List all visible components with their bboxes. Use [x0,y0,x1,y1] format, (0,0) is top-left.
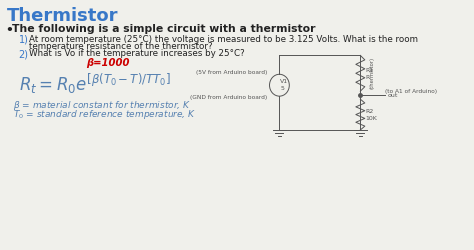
Text: 5: 5 [280,86,284,91]
Text: temperature resistance of the thermistor?: temperature resistance of the thermistor… [29,42,213,51]
Text: 10K: 10K [366,116,378,121]
Text: Thermistor: Thermistor [7,7,118,25]
Text: At room temperature (25°C) the voltage is measured to be 3.125 Volts. What is th: At room temperature (25°C) the voltage i… [29,34,419,43]
Text: R2: R2 [366,109,374,114]
Text: The following is a simple circuit with a thermistor: The following is a simple circuit with a… [12,24,316,34]
Text: 1): 1) [18,34,28,44]
Text: •: • [5,24,13,36]
Text: $R_t = R_0 e^{[\beta(T_0-T)/TT_0]}$: $R_t = R_0 e^{[\beta(T_0-T)/TT_0]}$ [18,72,171,96]
Text: (thermistor): (thermistor) [370,57,374,89]
Text: $\beta$ = material constant for thermistor, K: $\beta$ = material constant for thermist… [13,99,191,112]
Text: 2): 2) [18,50,28,59]
Text: β=1000: β=1000 [86,58,129,68]
Text: R1: R1 [366,68,374,73]
Text: (to A1 of Arduino): (to A1 of Arduino) [385,89,438,94]
Text: V1: V1 [280,79,289,84]
Text: (5V from Arduino board): (5V from Arduino board) [196,70,268,75]
Text: R: R [366,75,370,80]
Text: (GND from Arduino board): (GND from Arduino board) [191,95,268,100]
Text: out: out [387,93,398,98]
Text: What is Vo if the temperature increases by 25°C?: What is Vo if the temperature increases … [29,50,245,58]
Text: $T_0$ = standard reference temperature, K: $T_0$ = standard reference temperature, … [13,108,196,121]
